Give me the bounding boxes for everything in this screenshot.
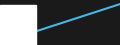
FancyBboxPatch shape [0,5,36,45]
